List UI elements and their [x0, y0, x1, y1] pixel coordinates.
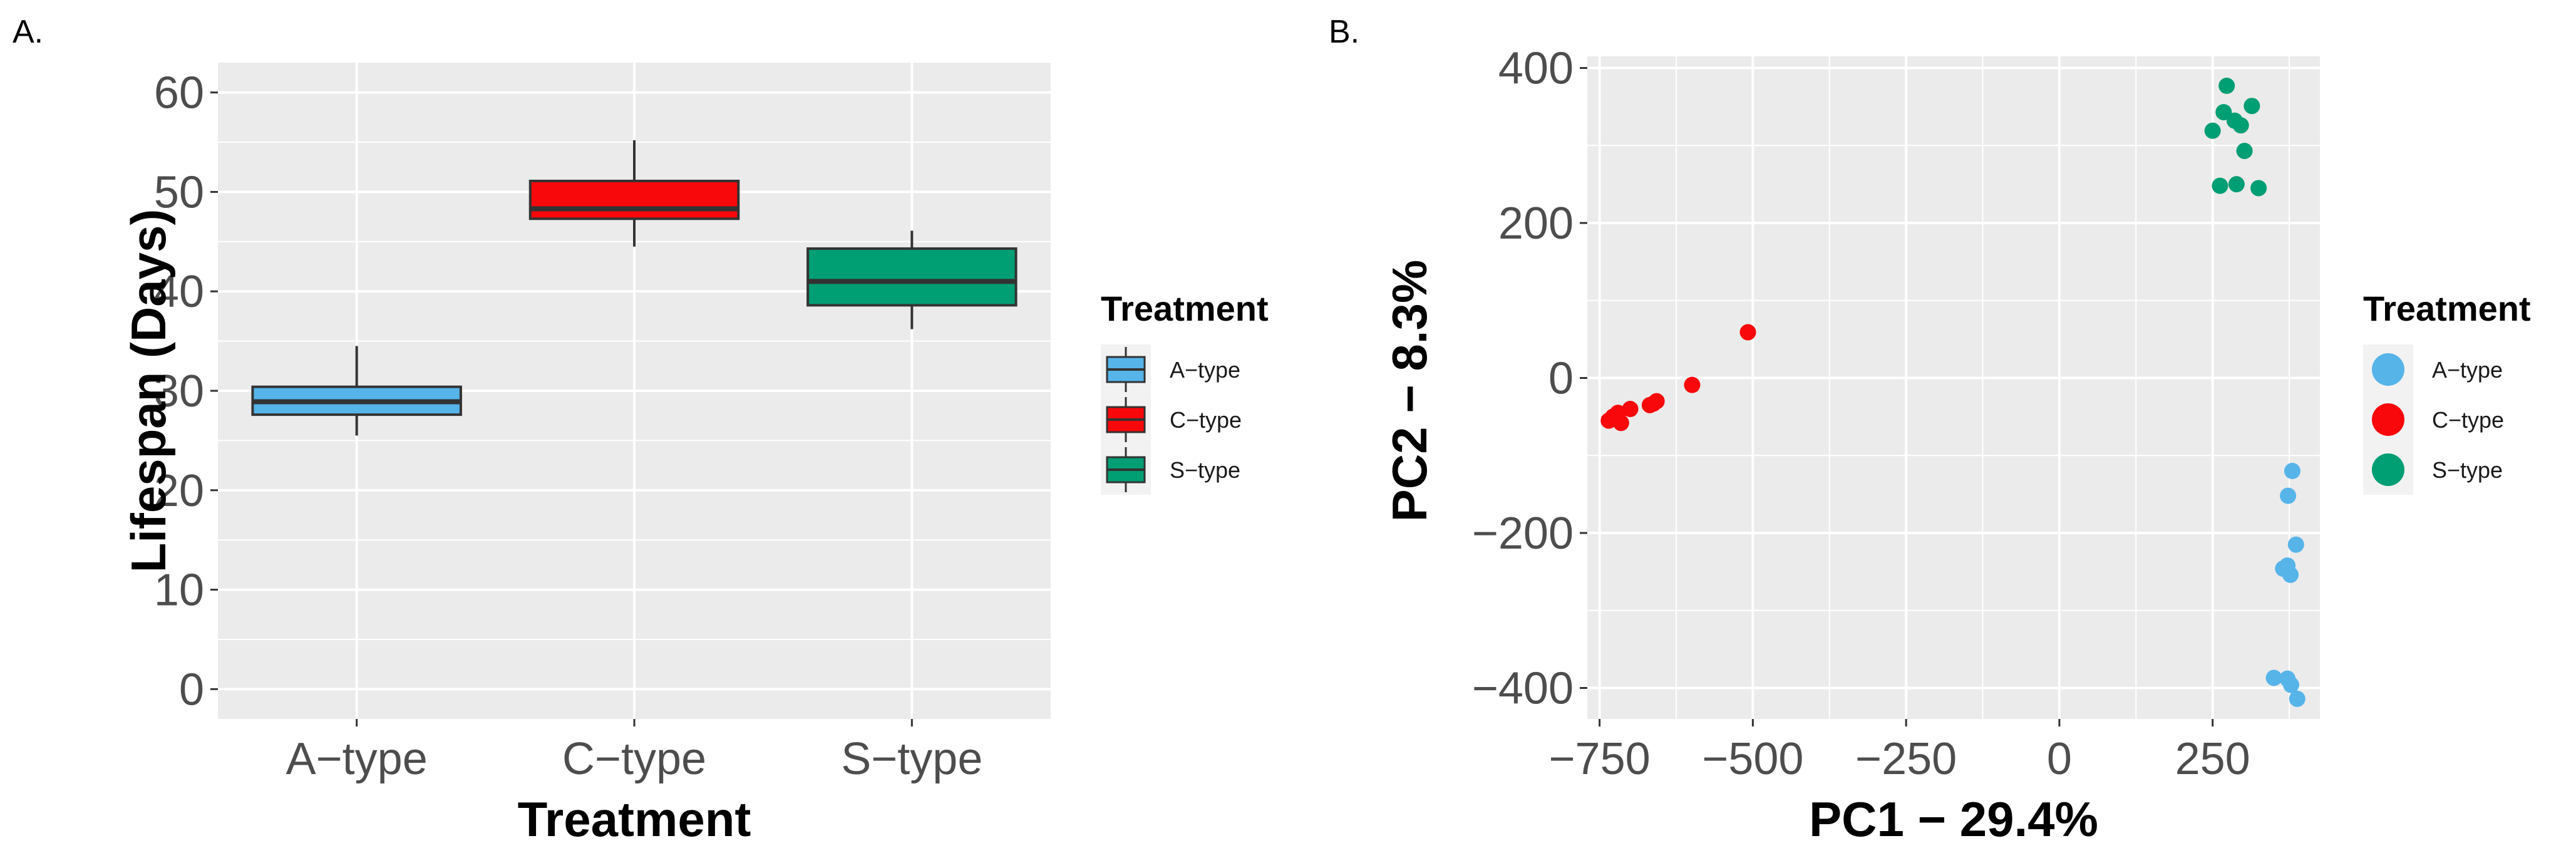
panel-b-legend-title: Treatment — [2363, 289, 2531, 328]
panel-a-x-ticks: A−type C−type S−type — [286, 719, 982, 784]
panel-a-y-tick-label: 40 — [154, 267, 204, 317]
panel-b-x-axis-title: PC1 − 29.4% — [1809, 792, 2098, 847]
panel-a-x-tick-label: A−type — [286, 734, 428, 784]
scatter-point-s-type — [2215, 104, 2232, 121]
panel-b-y-tick-label: −200 — [1472, 509, 1574, 559]
panel-a-legend-title: Treatment — [1101, 289, 1269, 328]
panel-a-y-tick-label: 30 — [154, 366, 204, 416]
panel-b-x-tick-label: 250 — [2175, 734, 2250, 784]
legend-label: C−type — [1170, 407, 1242, 433]
panel-b-y-tick-label: 0 — [1548, 354, 1574, 404]
panel-a-y-tick-label: 20 — [154, 466, 204, 516]
legend-label: A−type — [1170, 357, 1240, 383]
scatter-point-s-type — [2212, 177, 2228, 194]
panel-a-y-tick-label: 0 — [179, 664, 204, 715]
box-s-type — [806, 247, 1018, 307]
panel-b-y-tick-label: 400 — [1498, 44, 1574, 94]
scatter-point-s-type — [2244, 98, 2260, 115]
scatter-point-s-type — [2250, 180, 2267, 197]
legend-label: A−type — [2432, 357, 2503, 383]
panel-a-y-tick-label: 50 — [154, 167, 204, 217]
scatter-point-c-type — [1641, 396, 1658, 413]
panel-b-x-tick-label: −500 — [1702, 734, 1803, 784]
panel-a-y-tick-label: 10 — [154, 566, 204, 616]
legend-key-point — [2372, 453, 2404, 486]
panel-a-label: A. — [13, 14, 43, 50]
legend-label: C−type — [2432, 407, 2504, 433]
panel-b-x-ticks: −750 −500 −250 0 250 — [1548, 719, 2250, 784]
panel-b-plot-background — [1587, 56, 2320, 719]
panel-a-x-tick-label: C−type — [562, 734, 706, 784]
scatter-point-s-type — [2236, 142, 2253, 159]
scatter-point-a-type — [2265, 669, 2282, 686]
scatter-point-a-type — [2289, 690, 2306, 707]
scatter-point-a-type — [2284, 463, 2300, 480]
panel-a-legend: A−type C−type S−type — [1101, 344, 1242, 495]
panel-a-y-axis-title: Lifespan (Days) — [121, 209, 176, 573]
legend-key-point — [2372, 353, 2404, 386]
panel-b-x-tick-label: 0 — [2047, 734, 2072, 784]
panel-b-x-tick-label: −750 — [1548, 734, 1650, 784]
legend-key-point — [2372, 403, 2404, 436]
panel-b-x-tick-label: −250 — [1855, 734, 1957, 784]
scatter-point-s-type — [2228, 176, 2245, 193]
scatter-point-a-type — [2282, 676, 2299, 693]
box-c-type — [528, 179, 740, 220]
panel-a-y-ticks: 0 10 20 30 40 50 60 — [154, 68, 218, 715]
scatter-point-c-type — [1684, 376, 1701, 393]
panel-a-x-tick-label: S−type — [841, 734, 982, 784]
panel-b-legend: A−type C−type S−type — [2363, 344, 2504, 495]
panel-b-points — [1600, 78, 2306, 707]
panel-b-y-ticks: −400 −200 0 200 400 — [1472, 44, 1587, 714]
scatter-point-c-type — [1600, 412, 1617, 429]
scatter-point-a-type — [2280, 487, 2297, 504]
panel-b-y-tick-label: 200 — [1498, 199, 1574, 249]
panel-a-y-tick-label: 60 — [154, 68, 204, 118]
scatter-point-a-type — [2287, 536, 2304, 553]
panel-b-y-tick-label: −400 — [1472, 664, 1574, 714]
scatter-point-c-type — [1622, 401, 1639, 418]
panel-b-y-axis-title: PC2 − 8.3% — [1382, 260, 1437, 522]
panel-b-gridlines — [1587, 56, 2320, 719]
legend-label: S−type — [2432, 457, 2503, 483]
scatter-point-c-type — [1739, 324, 1756, 341]
scatter-point-s-type — [2218, 78, 2235, 95]
scatter-point-s-type — [2232, 117, 2249, 134]
scatter-point-a-type — [2282, 566, 2299, 583]
panel-b-label: B. — [1329, 14, 1359, 50]
legend-label: S−type — [1170, 457, 1240, 483]
scatter-point-c-type — [1612, 415, 1629, 432]
panel-a-x-axis-title: Treatment — [518, 792, 751, 847]
scatter-point-s-type — [2204, 122, 2221, 139]
panel-a-boxes — [251, 140, 1018, 436]
